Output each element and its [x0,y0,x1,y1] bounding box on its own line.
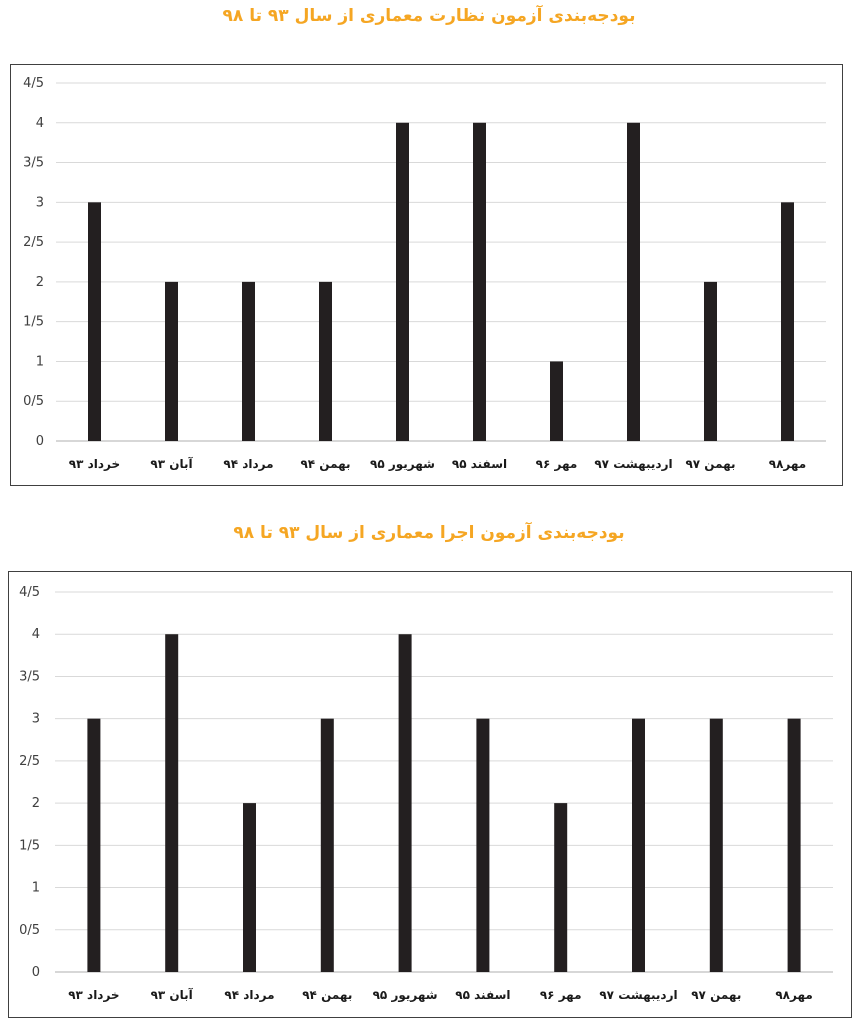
y-tick-label: 2/5 [23,235,44,250]
x-category-label: مرداد ۹۴ [224,988,274,1002]
x-category-label: شهریور ۹۵ [370,457,435,472]
x-category-label: شهریور ۹۵ [373,988,438,1003]
x-category-label: مهر۹۸ [769,457,806,471]
x-category-label: مهر۹۸ [775,988,812,1002]
chart-title: بودجه‌بندی آزمون نظارت معماری از سال ۹۳ … [222,6,636,26]
x-category-label: خرداد ۹۳ [69,457,120,471]
y-tick-label: 4/5 [19,585,40,600]
chart-area: 0 0/5 1 1/5 2 2/5 3 3/5 4 4/5 خرداد ۹۳ آبان ۹۳ مرداد… [10,64,843,486]
x-category-label: بهمن ۹۷ [691,988,741,1002]
x-category-label: خرداد ۹۳ [68,988,119,1002]
y-tick-label: 1/5 [23,315,44,330]
x-category-label: مهر ۹۶ [536,457,578,471]
bar [709,718,723,972]
bar [165,634,179,972]
bar [243,803,256,972]
bar [88,202,101,441]
bar [554,803,568,972]
y-tick-label: 1 [36,354,44,369]
y-tick-label: 0/5 [23,394,44,409]
y-tick-label: 0 [32,965,40,980]
bar-chart-svg: 0 0/5 1 1/5 2 2/5 3 3/5 4 4/5 خرداد ۹۳ آبان ۹۳ مرداد… [19,585,833,1003]
y-tick-label: 3 [36,195,44,210]
y-tick-label: 2 [36,275,44,290]
y-tick-label: 1 [32,881,40,896]
bar [320,718,334,972]
bar [398,634,412,972]
x-category-label: مهر ۹۶ [540,988,582,1002]
bar [319,281,332,441]
x-category-label: اسفند ۹۵ [452,457,507,471]
x-category-label: بهمن ۹۴ [302,988,352,1002]
bar [550,361,563,441]
x-category-label: اردیبهشت ۹۷ [594,457,672,471]
x-category-label: بهمن ۹۷ [685,457,735,471]
bar [87,718,101,972]
x-category-label: اردیبهشت ۹۷ [599,988,677,1002]
x-category-label: مرداد ۹۴ [223,457,273,471]
x-category-label: بهمن ۹۴ [300,457,350,471]
y-tick-label: 4 [32,627,40,642]
x-category-label: اسفند ۹۵ [455,988,510,1002]
x-category-label: آبان ۹۳ [151,987,194,1002]
bar [473,122,486,442]
y-tick-label: 4 [36,116,44,131]
y-tick-label: 2/5 [19,754,40,769]
bar [787,718,801,972]
y-tick-label: 2 [32,796,40,811]
chart-title: بودجه‌بندی آزمون اجرا معماری از سال ۹۳ ت… [233,523,625,543]
bar-chart-svg: 0 0/5 1 1/5 2 2/5 3 3/5 4 4/5 خرداد ۹۳ آبان ۹۳ مرداد… [23,76,826,472]
x-category-label: آبان ۹۳ [150,456,193,471]
bar [476,718,490,972]
bar [165,281,178,441]
bar [632,718,645,972]
bar [781,202,794,441]
y-tick-label: 0 [36,434,44,449]
bar [396,122,409,442]
y-tick-label: 3/5 [19,669,40,684]
bar [627,122,640,442]
y-tick-label: 4/5 [23,76,44,91]
y-tick-label: 3/5 [23,156,44,171]
y-tick-label: 1/5 [19,838,40,853]
y-tick-label: 0/5 [19,923,40,938]
y-tick-label: 3 [32,712,40,727]
bar [242,281,255,441]
bar [704,281,717,441]
chart-area: 0 0/5 1 1/5 2 2/5 3 3/5 4 4/5 خرداد ۹۳ آبان ۹۳ مرداد… [8,571,852,1018]
